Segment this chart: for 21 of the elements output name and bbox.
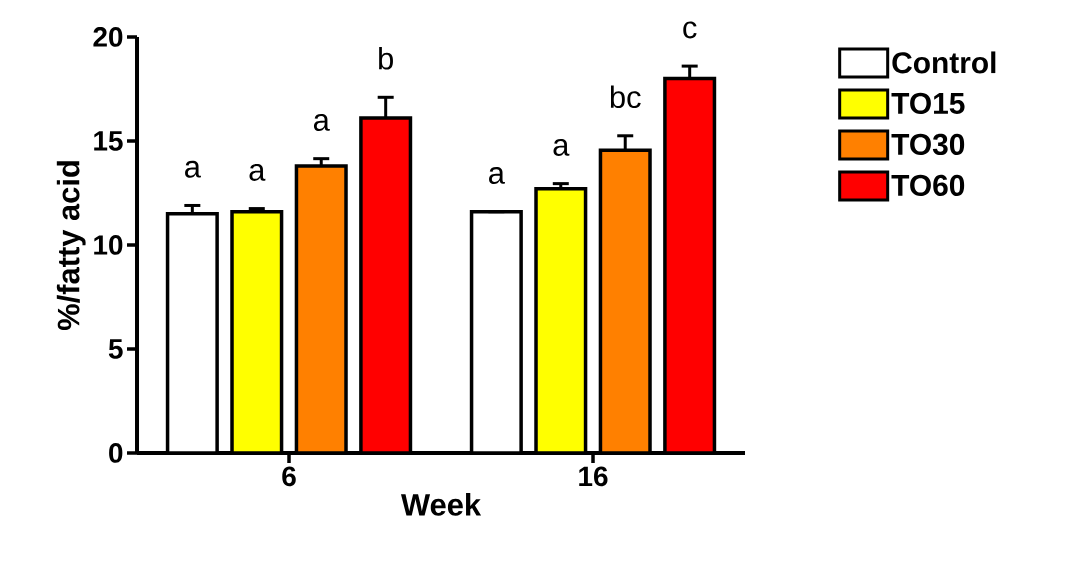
annotation: a	[249, 163, 266, 181]
legend-label: TO60	[891, 174, 965, 196]
y-tick-label: 0	[109, 443, 123, 463]
legend-label: TO30	[891, 133, 965, 156]
y-tick-label: 10	[94, 235, 123, 255]
annotation: a	[553, 139, 570, 156]
x-axis-title: Week	[400, 493, 482, 516]
annotation: bc	[610, 85, 641, 109]
legend-label: TO15	[891, 92, 965, 114]
y-tick-label: 20	[93, 27, 123, 47]
annotation: a	[185, 160, 201, 178]
annotation: a	[489, 167, 505, 184]
legend-label: Control	[892, 51, 996, 74]
y-tick-label: 15	[94, 131, 123, 151]
annotation: a	[313, 114, 330, 131]
y-tick-label: 5	[108, 339, 123, 359]
annotation: b	[379, 46, 393, 70]
x-tick-label: 6	[282, 466, 296, 487]
x-tick-label: 16	[579, 466, 608, 487]
annotation: c	[683, 21, 697, 39]
y-axis-title: %/fatty acid	[56, 161, 86, 331]
